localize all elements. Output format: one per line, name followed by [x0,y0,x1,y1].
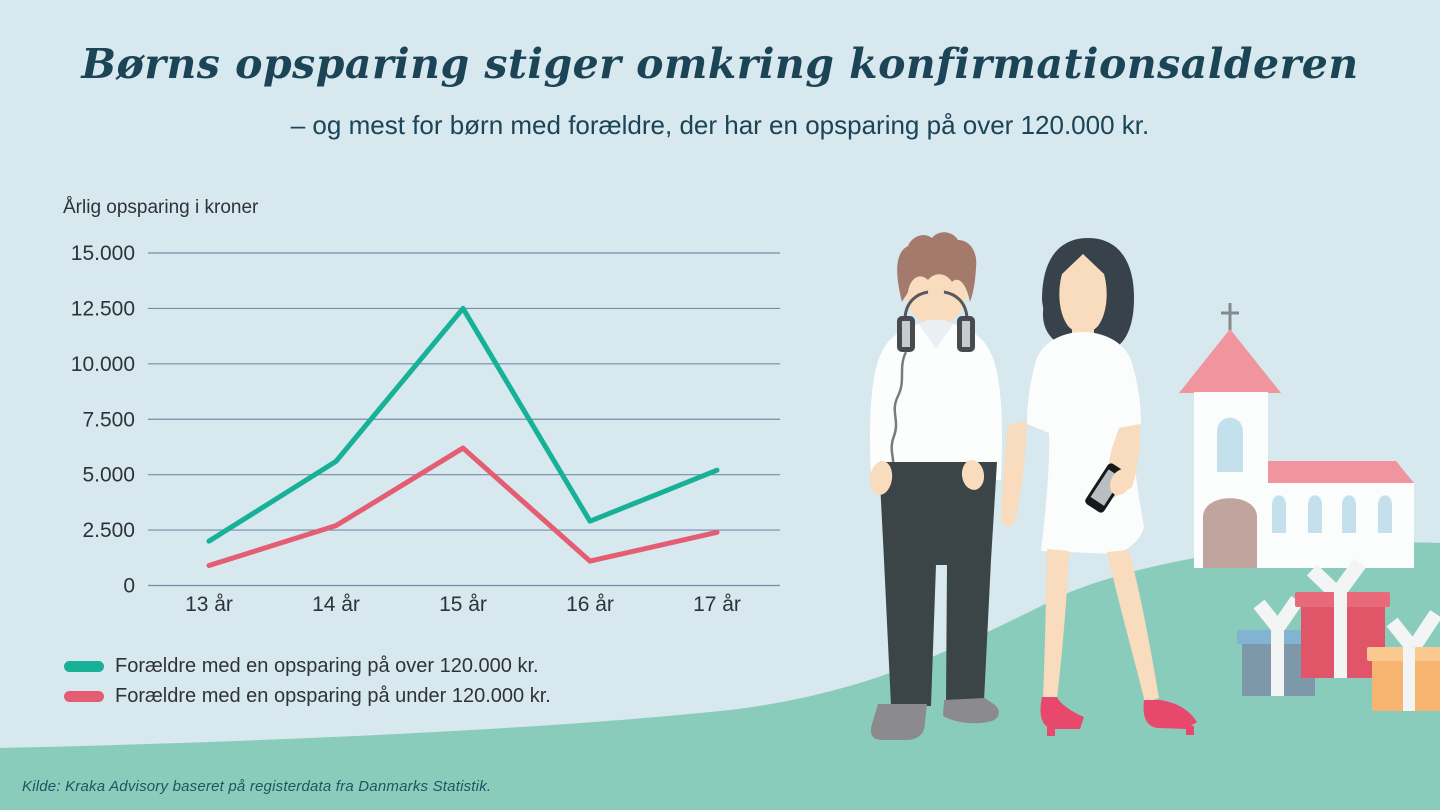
church-tower [1194,392,1268,568]
girl-heel-left [1040,697,1084,729]
church-main-roof [1252,461,1414,483]
boy-figure [869,232,1003,740]
legend-item-over: Forældre med en opsparing på over 120.00… [64,651,551,681]
y-tick-label: 0 [123,575,135,598]
y-tick-label: 2.500 [82,519,135,542]
church-door [1203,498,1257,568]
gift-blue-bow [1253,596,1303,634]
boy-face [904,249,968,325]
gift-orange [1367,610,1440,711]
headphone-cup-right [957,316,975,352]
legend-label-over: Forældre med en opsparing på over 120.00… [115,654,539,677]
girl-hand [1109,468,1133,496]
girl-hair-back [1042,238,1134,346]
headphone-cup-right-inner [962,321,970,347]
legend-label-under: Forældre med en opsparing på under 120.0… [115,684,551,707]
girl-neck [1072,318,1094,358]
boy-shoe-left [870,704,927,740]
girl-heel-left-spike [1047,727,1055,736]
girl-ponytail [1042,296,1104,351]
page-subtitle: – og mest for børn med forældre, der har… [290,110,1150,140]
x-tick-label: 16 år [566,593,614,616]
gift-red [1295,558,1390,678]
page-title: Børns opsparing stiger omkring konfirmat… [81,40,1359,88]
y-tick-label: 12.500 [71,297,135,320]
x-tick-label: 14 år [312,593,360,616]
y-axis-title: Årlig opsparing i kroner [63,197,259,218]
gift-orange-lid [1367,647,1440,661]
church-tower-roof [1179,329,1281,393]
headphone-cord [890,351,908,484]
x-tick-label: 17 år [693,593,741,616]
headphone-cup-left-inner [902,321,910,347]
legend-item-under: Forældre med en opsparing på under 120.0… [64,681,551,711]
boy-shirt [869,322,1003,480]
gift-orange-body [1372,661,1440,711]
boy-shoe-right [943,698,999,724]
gift-boxes [1237,558,1440,711]
church-window [1378,495,1392,533]
boy-neck [924,300,948,346]
girl-face [1059,254,1107,333]
y-tick-label: 5.000 [82,464,135,487]
source-note: Kilde: Kraka Advisory baseret på registe… [22,778,492,795]
smartphone [1085,463,1127,513]
girl-leg-left [1043,549,1069,699]
boy-hair [897,232,977,302]
x-tick-label: 13 år [185,593,233,616]
church-illustration [1179,303,1414,568]
girl-dress [1027,332,1144,554]
y-tick-label: 7.500 [82,408,135,431]
gift-blue-ribbon [1271,630,1284,696]
girl-figure [1001,238,1197,736]
boy-hand-right [961,460,985,490]
gift-blue-lid [1237,630,1320,644]
x-tick-label: 15 år [439,593,487,616]
chart-plot-area: 0 2.500 5.000 7.500 10.000 12.500 15.000 13 år 1… [71,242,780,616]
series-line-0 [206,305,720,544]
gift-blue [1237,596,1320,696]
headphone-cup-left [897,316,915,352]
church-nave [1268,483,1414,568]
church-tower-window [1217,417,1243,472]
church-window [1342,495,1356,533]
chart-legend: Forældre med en opsparing på over 120.00… [64,651,551,711]
girl-leg-right [1107,550,1159,702]
gift-red-lid [1295,592,1390,607]
church-window [1272,495,1286,533]
church-cross-icon [1221,303,1239,334]
gift-blue-body [1242,644,1315,696]
y-tick-label: 15.000 [71,242,135,265]
church-window [1308,495,1322,533]
boy-pants [879,462,997,706]
boy-collar [919,320,953,349]
gift-orange-ribbon [1403,647,1415,711]
girl-heel-right-spike [1186,726,1194,735]
legend-swatch-over [64,660,104,672]
headphones-band [903,290,969,319]
savings-line-chart: 0 2.500 5.000 7.500 10.000 12.500 15.000 13 år 1… [0,230,800,630]
legend-swatch-under [64,690,104,702]
girl-heel-right [1143,700,1197,729]
gift-orange-bow [1386,610,1440,652]
boy-hand-left [869,461,893,495]
y-tick-label: 10.000 [71,353,135,376]
series-line-1 [206,445,720,569]
gift-red-ribbon [1334,592,1347,678]
girl-arm-left [1001,421,1027,527]
gift-red-bow [1306,558,1367,599]
girl-arm-right [1107,424,1141,500]
gift-red-body [1301,607,1385,678]
